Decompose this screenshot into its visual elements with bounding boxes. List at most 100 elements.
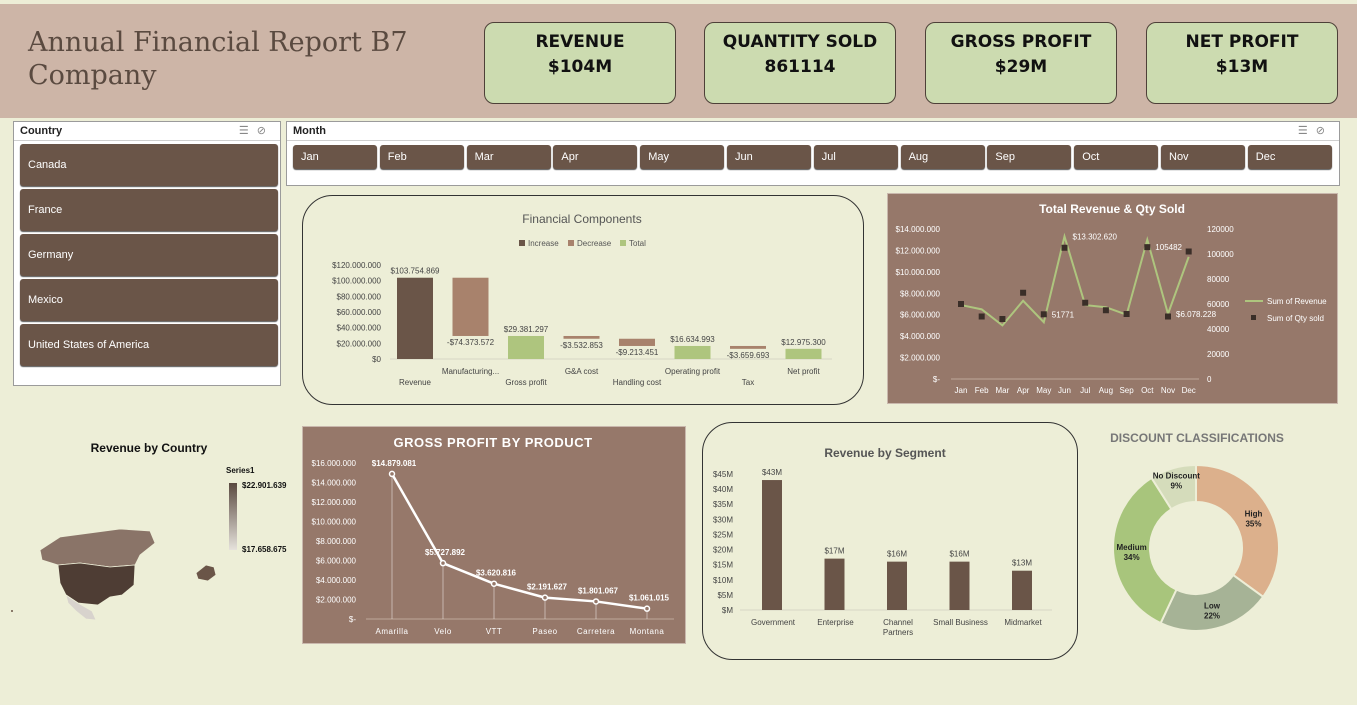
series-line-revenue xyxy=(960,232,1190,327)
y-tick-label: $20.000.000 xyxy=(337,339,382,348)
qty-marker xyxy=(1185,248,1192,255)
month-button-sep[interactable]: Sep xyxy=(987,145,1072,169)
x-tick-label: Carretera xyxy=(577,627,615,636)
data-label: -$3.659.693 xyxy=(727,351,770,360)
legend-gradient xyxy=(229,483,237,550)
legend-min: $17.658.675 xyxy=(242,545,287,554)
chart-legend: Sum of Revenue Sum of Qty sold xyxy=(1245,297,1327,323)
country-button-mexico[interactable]: Mexico xyxy=(20,279,278,321)
data-label: $6.078.228 xyxy=(1176,310,1217,319)
data-label: $29.381.297 xyxy=(504,325,549,334)
month-button-may[interactable]: May xyxy=(640,145,725,169)
bar-g-a-cost xyxy=(563,335,600,339)
slice-label: High xyxy=(1245,510,1263,519)
month-button-oct[interactable]: Oct xyxy=(1074,145,1159,169)
data-label: $2.191.627 xyxy=(527,583,568,592)
data-label: $5.727.892 xyxy=(425,548,466,557)
country-button-canada[interactable]: Canada xyxy=(20,144,278,186)
x-tick-label: Montana xyxy=(630,627,665,636)
y-right-tick-label: 0 xyxy=(1207,375,1212,384)
month-button-jul[interactable]: Jul xyxy=(813,145,898,169)
kpi-label: NET PROFIT xyxy=(1185,32,1299,52)
multi-select-icon[interactable]: ☰ xyxy=(1297,125,1316,137)
y-left-tick-label: $8.000.000 xyxy=(900,289,941,298)
country-button-united-states-of-america[interactable]: United States of America xyxy=(20,324,278,366)
data-label: $3.620.816 xyxy=(476,569,517,578)
y-tick-label: $10.000.000 xyxy=(312,518,357,527)
qty-marker xyxy=(1040,311,1047,318)
month-button-apr[interactable]: Apr xyxy=(553,145,638,169)
kpi-label: GROSS PROFIT xyxy=(950,32,1092,52)
month-button-jun[interactable]: Jun xyxy=(727,145,811,169)
bar-enterprise xyxy=(824,558,845,610)
data-point xyxy=(643,605,651,612)
legend-item-increase: Increase xyxy=(528,239,559,248)
x-tick-label: Oct xyxy=(1141,386,1154,395)
clear-filter-icon[interactable]: ⊘ xyxy=(1315,125,1333,137)
data-point xyxy=(592,598,600,605)
y-right-tick-label: 40000 xyxy=(1207,325,1230,334)
qty-marker xyxy=(978,313,985,320)
europe-shape xyxy=(195,564,217,582)
x-tick-label: Paseo xyxy=(532,627,557,636)
country-slicer: Country ☰⊘ Canada France Germany Mexico Unit… xyxy=(13,121,281,386)
x-tick-label: Mar xyxy=(996,386,1010,395)
x-tick-label: Manufacturing... xyxy=(442,367,499,376)
month-button-jan[interactable]: Jan xyxy=(293,145,377,169)
bar-handling-cost xyxy=(619,338,655,346)
x-tick-label: Aug xyxy=(1099,386,1113,395)
slice-label: No Discount xyxy=(1153,471,1200,480)
kpi-value: $104M xyxy=(547,57,613,77)
y-tick-label: $10M xyxy=(713,576,733,585)
data-label: -$9.213.451 xyxy=(616,348,659,357)
data-label: $103.754.869 xyxy=(391,267,440,276)
y-tick-label: $100.000.000 xyxy=(332,277,381,286)
data-label: 105482 xyxy=(1155,243,1182,252)
slice-medium xyxy=(1112,476,1178,625)
chart-title: Revenue by Segment xyxy=(824,446,945,460)
y-tick-label: $- xyxy=(349,615,356,624)
country-button-france[interactable]: France xyxy=(20,189,278,231)
y-left-tick-label: $4.000.000 xyxy=(900,332,941,341)
data-label: -$74.373.572 xyxy=(447,338,495,347)
y-right-tick-label: 120000 xyxy=(1207,225,1234,234)
kpi-card-gross-profit: GROSS PROFIT $29M xyxy=(925,22,1117,104)
slice-high xyxy=(1195,463,1280,599)
x-tick-label: Amarilla xyxy=(376,627,409,636)
chart-title: DISCOUNT CLASSIFICATIONS xyxy=(1110,431,1284,445)
financial-components-chart: Financial Components Increase Decrease Tot… xyxy=(302,195,864,405)
chart-legend: Increase Decrease Total xyxy=(519,239,646,248)
country-button-germany[interactable]: Germany xyxy=(20,234,278,276)
month-button-mar[interactable]: Mar xyxy=(466,145,551,169)
month-button-nov[interactable]: Nov xyxy=(1161,145,1245,169)
month-button-dec[interactable]: Dec xyxy=(1247,145,1332,169)
month-slicer: Month ☰⊘ Jan Feb Mar Apr May Jun Jul Aug Sep Oct N… xyxy=(286,121,1340,186)
y-tick-label: $5M xyxy=(717,591,733,600)
month-button-feb[interactable]: Feb xyxy=(379,145,464,169)
x-tick-label: Jan xyxy=(955,386,968,395)
x-tick-label: Feb xyxy=(975,386,989,395)
qty-marker xyxy=(1020,289,1027,296)
x-tick-label: Partners xyxy=(883,628,913,637)
slicer-title: Country xyxy=(20,125,63,137)
y-tick-label: $120.000.000 xyxy=(332,261,381,270)
clear-filter-icon[interactable]: ⊘ xyxy=(256,125,274,137)
bar-gross-profit xyxy=(508,335,544,359)
data-label: -$3.532.853 xyxy=(560,341,603,350)
legend-swatch-increase xyxy=(519,240,525,246)
legend-item-total: Total xyxy=(629,239,646,248)
qty-marker xyxy=(1123,311,1130,317)
x-tick-label: May xyxy=(1036,386,1051,395)
chart-title: Total Revenue & Qty Sold xyxy=(1039,202,1185,216)
x-tick-label: Net profit xyxy=(787,367,820,376)
kpi-label: REVENUE xyxy=(535,32,625,52)
revenue-by-segment-chart: Revenue by Segment $M $5M $10M $15M $20M $25M… xyxy=(702,422,1078,660)
y-tick-label: $40M xyxy=(713,485,733,494)
qty-marker xyxy=(1165,313,1171,320)
kpi-value: $13M xyxy=(1215,57,1269,77)
month-button-aug[interactable]: Aug xyxy=(900,145,985,169)
data-label: $12.975.300 xyxy=(781,338,826,347)
legend-max: $22.901.639 xyxy=(242,481,287,490)
multi-select-icon[interactable]: ☰ xyxy=(238,125,257,137)
